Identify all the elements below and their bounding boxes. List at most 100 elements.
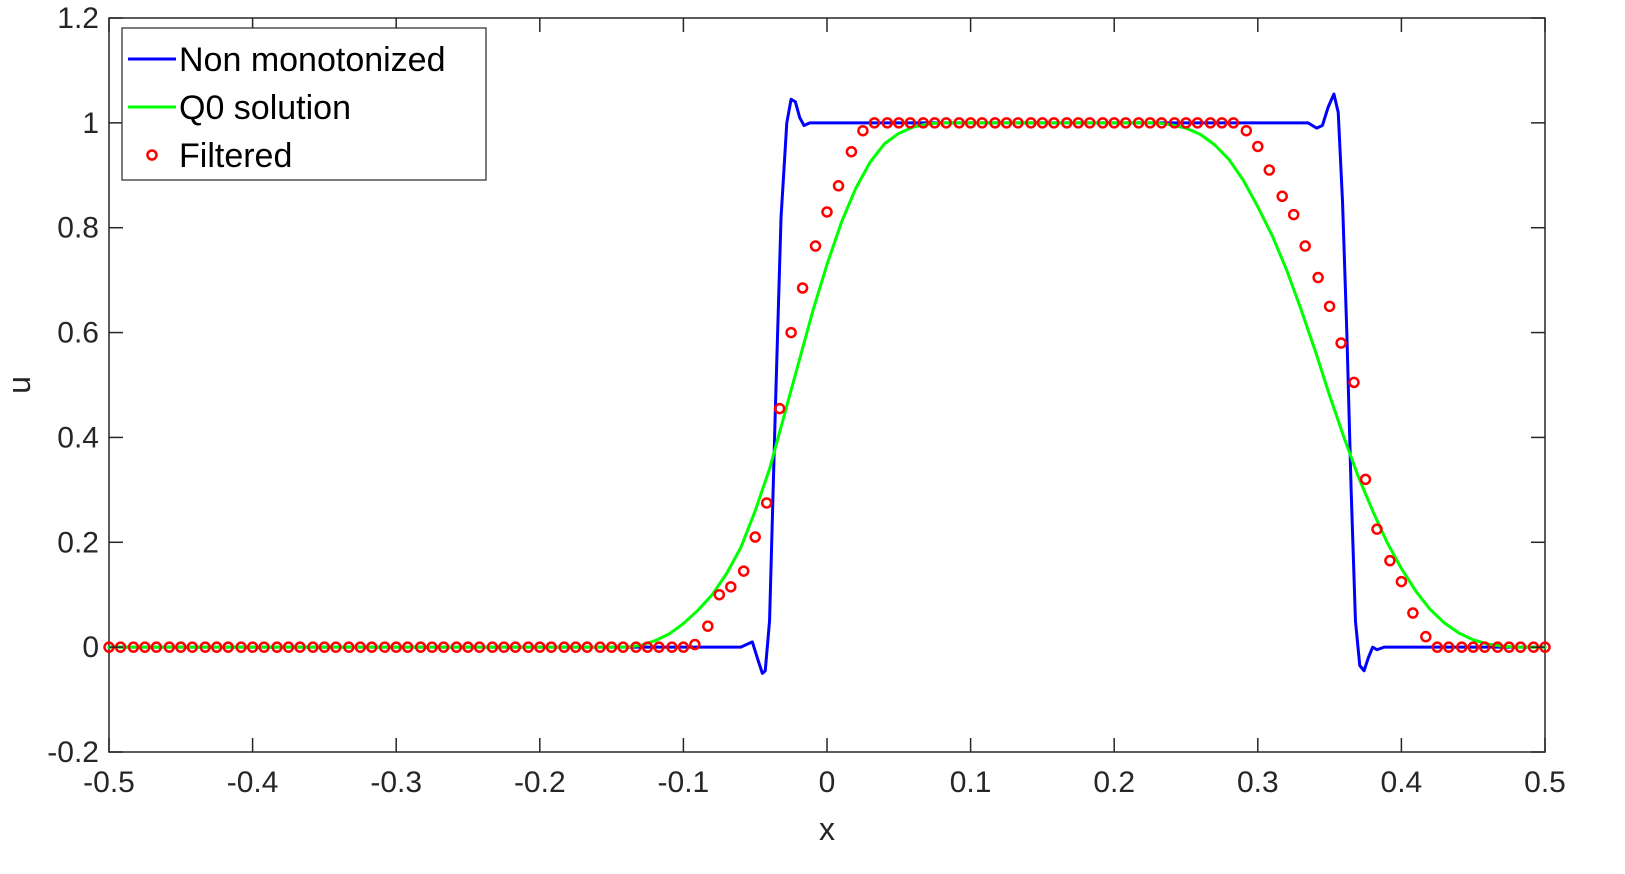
data-point bbox=[749, 531, 761, 543]
data-point bbox=[163, 641, 176, 653]
series-2 bbox=[103, 117, 1551, 653]
data-point bbox=[893, 117, 905, 129]
legend: Non monotonized Q0 solution Filtered bbox=[121, 27, 487, 181]
data-point bbox=[1061, 117, 1073, 129]
data-point bbox=[630, 641, 642, 653]
data-point bbox=[282, 641, 295, 653]
data-point bbox=[976, 117, 988, 129]
data-point bbox=[258, 641, 270, 653]
data-point bbox=[1240, 124, 1253, 137]
data-point bbox=[1335, 337, 1347, 349]
data-point bbox=[330, 641, 342, 653]
data-point bbox=[354, 641, 367, 653]
x-tick-label: -0.5 bbox=[83, 766, 135, 799]
data-point bbox=[928, 117, 941, 129]
data-point bbox=[689, 638, 701, 651]
legend-entries: Non monotonized Q0 solution Filtered bbox=[128, 41, 446, 175]
data-point bbox=[737, 565, 750, 577]
data-point bbox=[917, 117, 929, 129]
series-layer bbox=[103, 92, 1551, 675]
data-point bbox=[881, 117, 894, 129]
data-point bbox=[271, 641, 283, 653]
data-point bbox=[594, 641, 606, 653]
data-point bbox=[1012, 117, 1024, 129]
data-point bbox=[569, 641, 582, 653]
data-point bbox=[1025, 117, 1037, 129]
data-point bbox=[1132, 117, 1145, 129]
data-point bbox=[437, 641, 450, 653]
legend-box bbox=[121, 27, 487, 181]
data-point bbox=[1119, 117, 1132, 129]
data-point bbox=[677, 641, 690, 653]
data-point bbox=[1431, 641, 1444, 653]
legend-swatch-marker bbox=[146, 149, 158, 161]
data-point bbox=[1491, 641, 1504, 653]
data-point bbox=[545, 641, 558, 653]
data-point bbox=[809, 240, 822, 252]
data-point bbox=[426, 641, 438, 653]
data-point bbox=[558, 641, 570, 653]
data-point bbox=[1407, 607, 1419, 619]
data-point bbox=[832, 180, 845, 192]
x-tick-label: -0.3 bbox=[370, 766, 422, 799]
data-point bbox=[989, 117, 1001, 129]
data-point bbox=[581, 641, 593, 653]
data-point bbox=[796, 282, 809, 294]
data-point bbox=[1108, 117, 1120, 129]
data-point bbox=[953, 117, 965, 129]
x-tick-label: -0.4 bbox=[227, 766, 279, 799]
data-point bbox=[235, 641, 247, 653]
data-point bbox=[390, 641, 402, 653]
data-point bbox=[1503, 641, 1515, 653]
data-point bbox=[522, 641, 535, 653]
data-point bbox=[366, 641, 378, 653]
data-point bbox=[666, 641, 678, 653]
data-point bbox=[1323, 300, 1336, 313]
data-point bbox=[1467, 641, 1479, 653]
x-tick-label: 0.3 bbox=[1237, 766, 1279, 799]
x-tick-label: -0.1 bbox=[658, 766, 710, 799]
y-tick-label: -0.2 bbox=[47, 736, 99, 769]
data-point bbox=[1371, 523, 1383, 535]
data-point bbox=[1384, 554, 1396, 567]
data-point bbox=[702, 620, 714, 632]
y-tick-label: 0 bbox=[82, 631, 99, 664]
legend-label: Non monotonized bbox=[179, 41, 446, 79]
data-point bbox=[1096, 117, 1109, 129]
data-point bbox=[139, 641, 151, 653]
data-point bbox=[1478, 641, 1491, 653]
data-point bbox=[1359, 473, 1372, 486]
data-point bbox=[246, 641, 259, 653]
x-tick-label: 0.5 bbox=[1524, 766, 1566, 799]
x-tick-label: -0.2 bbox=[514, 766, 566, 799]
series-line-0 bbox=[107, 92, 1547, 675]
data-point bbox=[1036, 117, 1049, 129]
x-axis-label: x bbox=[819, 811, 835, 847]
data-point bbox=[1252, 140, 1264, 153]
data-point bbox=[904, 117, 917, 129]
legend-entry: Non monotonized bbox=[128, 41, 446, 79]
data-point bbox=[127, 641, 140, 653]
data-point bbox=[1144, 117, 1156, 129]
data-point bbox=[1276, 190, 1288, 203]
data-point bbox=[222, 641, 234, 653]
legend-entry: Q0 solution bbox=[128, 89, 351, 127]
data-point bbox=[534, 641, 546, 653]
data-point bbox=[318, 641, 331, 653]
data-point bbox=[486, 641, 499, 653]
data-point bbox=[294, 641, 306, 653]
data-point bbox=[868, 117, 881, 129]
data-point bbox=[760, 497, 773, 509]
y-tick-label: 0.2 bbox=[57, 526, 99, 559]
data-point bbox=[199, 641, 211, 653]
x-tick-label: 0.2 bbox=[1093, 766, 1135, 799]
data-point bbox=[1348, 376, 1360, 389]
data-point bbox=[857, 124, 869, 137]
data-point bbox=[1263, 164, 1276, 176]
data-point bbox=[1000, 117, 1013, 129]
x-tick-label: 0.1 bbox=[950, 766, 992, 799]
data-point bbox=[1048, 117, 1060, 129]
data-point bbox=[1216, 117, 1228, 129]
data-point bbox=[1420, 630, 1432, 643]
data-point bbox=[1227, 117, 1240, 129]
